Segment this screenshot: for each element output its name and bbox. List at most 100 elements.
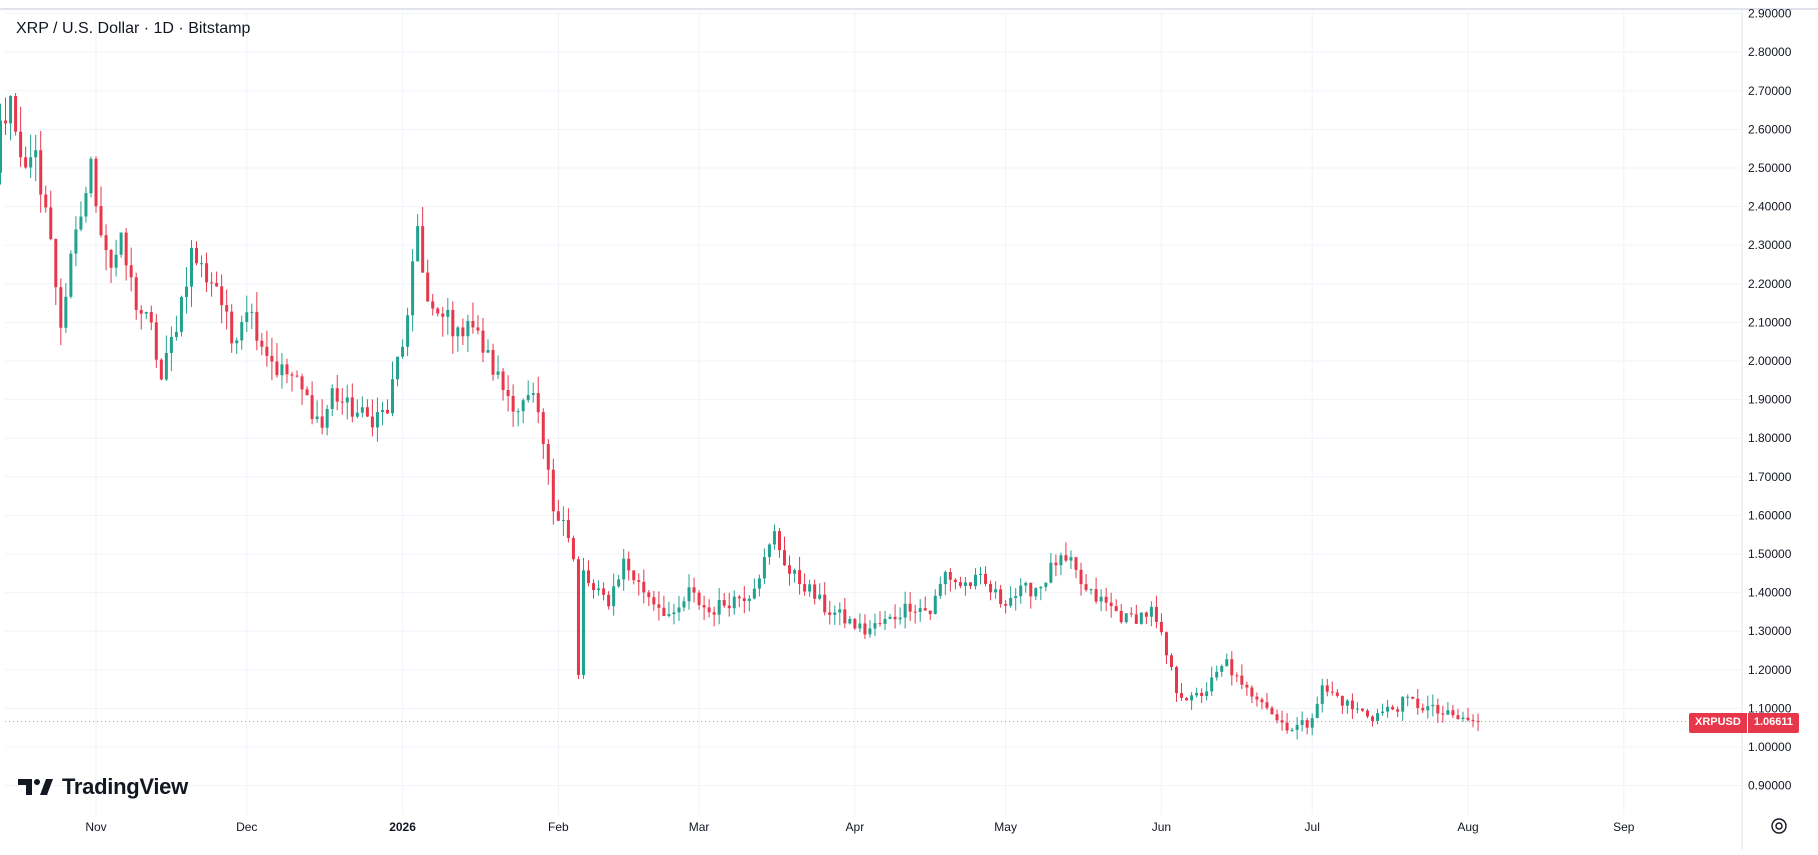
candle-body	[270, 355, 274, 362]
candle-body	[612, 586, 616, 607]
candle-body	[1124, 613, 1128, 623]
candle-body	[989, 583, 993, 593]
candle-body	[742, 598, 746, 602]
candle-body	[1144, 612, 1148, 617]
candle-body	[174, 331, 178, 337]
candle-body	[622, 558, 626, 580]
candle-body	[576, 559, 580, 675]
candle-body	[913, 611, 917, 613]
candle-body	[1129, 613, 1133, 615]
candle-body	[1310, 718, 1314, 728]
candle-body	[1451, 710, 1455, 716]
candle-body	[1320, 685, 1324, 704]
y-tick-label: 1.70000	[1748, 470, 1792, 484]
candle-body	[1391, 706, 1395, 710]
candle-body	[581, 570, 585, 675]
candle-body	[144, 312, 148, 314]
candle-body	[1185, 697, 1189, 701]
candle-body	[828, 612, 832, 615]
candle-body	[1270, 707, 1274, 715]
candle-body	[1340, 695, 1344, 706]
candle-body	[1084, 584, 1088, 590]
y-tick-label: 0.90000	[1748, 779, 1792, 793]
candle-body	[1054, 562, 1058, 566]
candle-body	[1200, 692, 1204, 697]
candle-body	[1376, 713, 1380, 721]
candle-body	[1446, 710, 1450, 715]
candle-body	[732, 596, 736, 609]
candle-body	[1295, 724, 1299, 730]
candle-body	[220, 286, 224, 306]
candle-body	[1235, 675, 1239, 677]
candle-body	[1345, 700, 1349, 706]
candle-body	[592, 583, 596, 591]
x-tick-label: Aug	[1457, 820, 1478, 834]
candle-body	[637, 580, 641, 582]
candle-body	[858, 623, 862, 629]
candle-body	[521, 400, 525, 412]
candle-body	[1014, 596, 1018, 599]
candle-body	[1230, 659, 1234, 676]
candle-body	[772, 531, 776, 545]
x-tick-label: Feb	[548, 820, 569, 834]
candle-body	[853, 618, 857, 629]
candle-body	[154, 322, 158, 360]
candle-body	[762, 557, 766, 579]
candle-body	[39, 150, 43, 195]
candle-body	[587, 570, 591, 584]
candle-body	[64, 296, 68, 328]
candle-body	[446, 309, 450, 317]
candle-body	[305, 389, 309, 396]
candle-body	[451, 309, 455, 337]
x-tick-label: May	[994, 820, 1017, 834]
candle-body	[1024, 582, 1028, 586]
candle-body	[134, 277, 138, 310]
candle-body	[426, 272, 430, 302]
candle-body	[1089, 589, 1093, 591]
candle-body	[436, 308, 440, 314]
x-tick-label: Sep	[1613, 820, 1635, 834]
candle-body	[1190, 695, 1194, 701]
candle-body	[1064, 555, 1068, 561]
candle-body	[195, 247, 199, 264]
candle-body	[1079, 569, 1083, 585]
candle-body	[94, 158, 98, 207]
candle-body	[1195, 692, 1199, 696]
candle-body	[1069, 557, 1073, 561]
candle-body	[74, 229, 78, 254]
candle-body	[667, 614, 671, 616]
candle-body	[1154, 606, 1158, 622]
candle-body	[1149, 606, 1153, 617]
candle-body	[370, 416, 374, 428]
candle-body	[315, 416, 319, 420]
candle-body	[215, 282, 219, 287]
brand-name: TradingView	[62, 774, 188, 799]
candle-body	[4, 120, 8, 124]
tradingview-logo[interactable]: TradingView	[18, 774, 188, 800]
settings-gear-icon[interactable]	[1769, 816, 1789, 836]
candle-body	[873, 623, 877, 629]
candle-body	[793, 570, 797, 574]
candle-body	[777, 531, 781, 551]
x-tick-label: Mar	[689, 820, 710, 834]
candle-body	[29, 157, 33, 168]
candle-body	[1461, 717, 1465, 719]
candle-body	[1255, 696, 1259, 700]
y-tick-label: 1.50000	[1748, 547, 1792, 561]
candle-body	[9, 96, 13, 124]
candle-body	[717, 599, 721, 615]
candle-body	[556, 511, 560, 521]
candle-body	[888, 616, 892, 619]
candle-body	[14, 96, 18, 132]
symbol-label: XRPUSD	[1689, 713, 1747, 733]
candle-body	[1180, 693, 1184, 698]
candle-body	[260, 340, 264, 347]
candle-body	[707, 607, 711, 613]
candle-body	[973, 574, 977, 587]
candle-body	[1240, 675, 1244, 685]
y-tick-label: 2.30000	[1748, 238, 1792, 252]
y-tick-label: 2.50000	[1748, 161, 1792, 175]
candle-body	[968, 582, 972, 587]
